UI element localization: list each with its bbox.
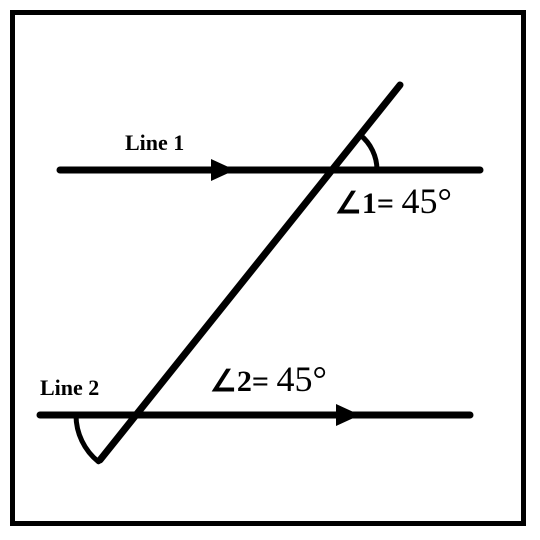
angle1-name: ∠1=: [335, 187, 402, 220]
angle1-label: ∠1= 45°: [335, 180, 452, 222]
angle2-label: ∠2= 45°: [210, 358, 327, 400]
angle1-value: 45°: [402, 181, 452, 221]
line2-label: Line 2: [40, 375, 99, 401]
diagram-svg: [0, 0, 540, 540]
line1-label: Line 1: [125, 130, 184, 156]
angle2-name: ∠2=: [210, 365, 277, 398]
angle2-value: 45°: [277, 359, 327, 399]
